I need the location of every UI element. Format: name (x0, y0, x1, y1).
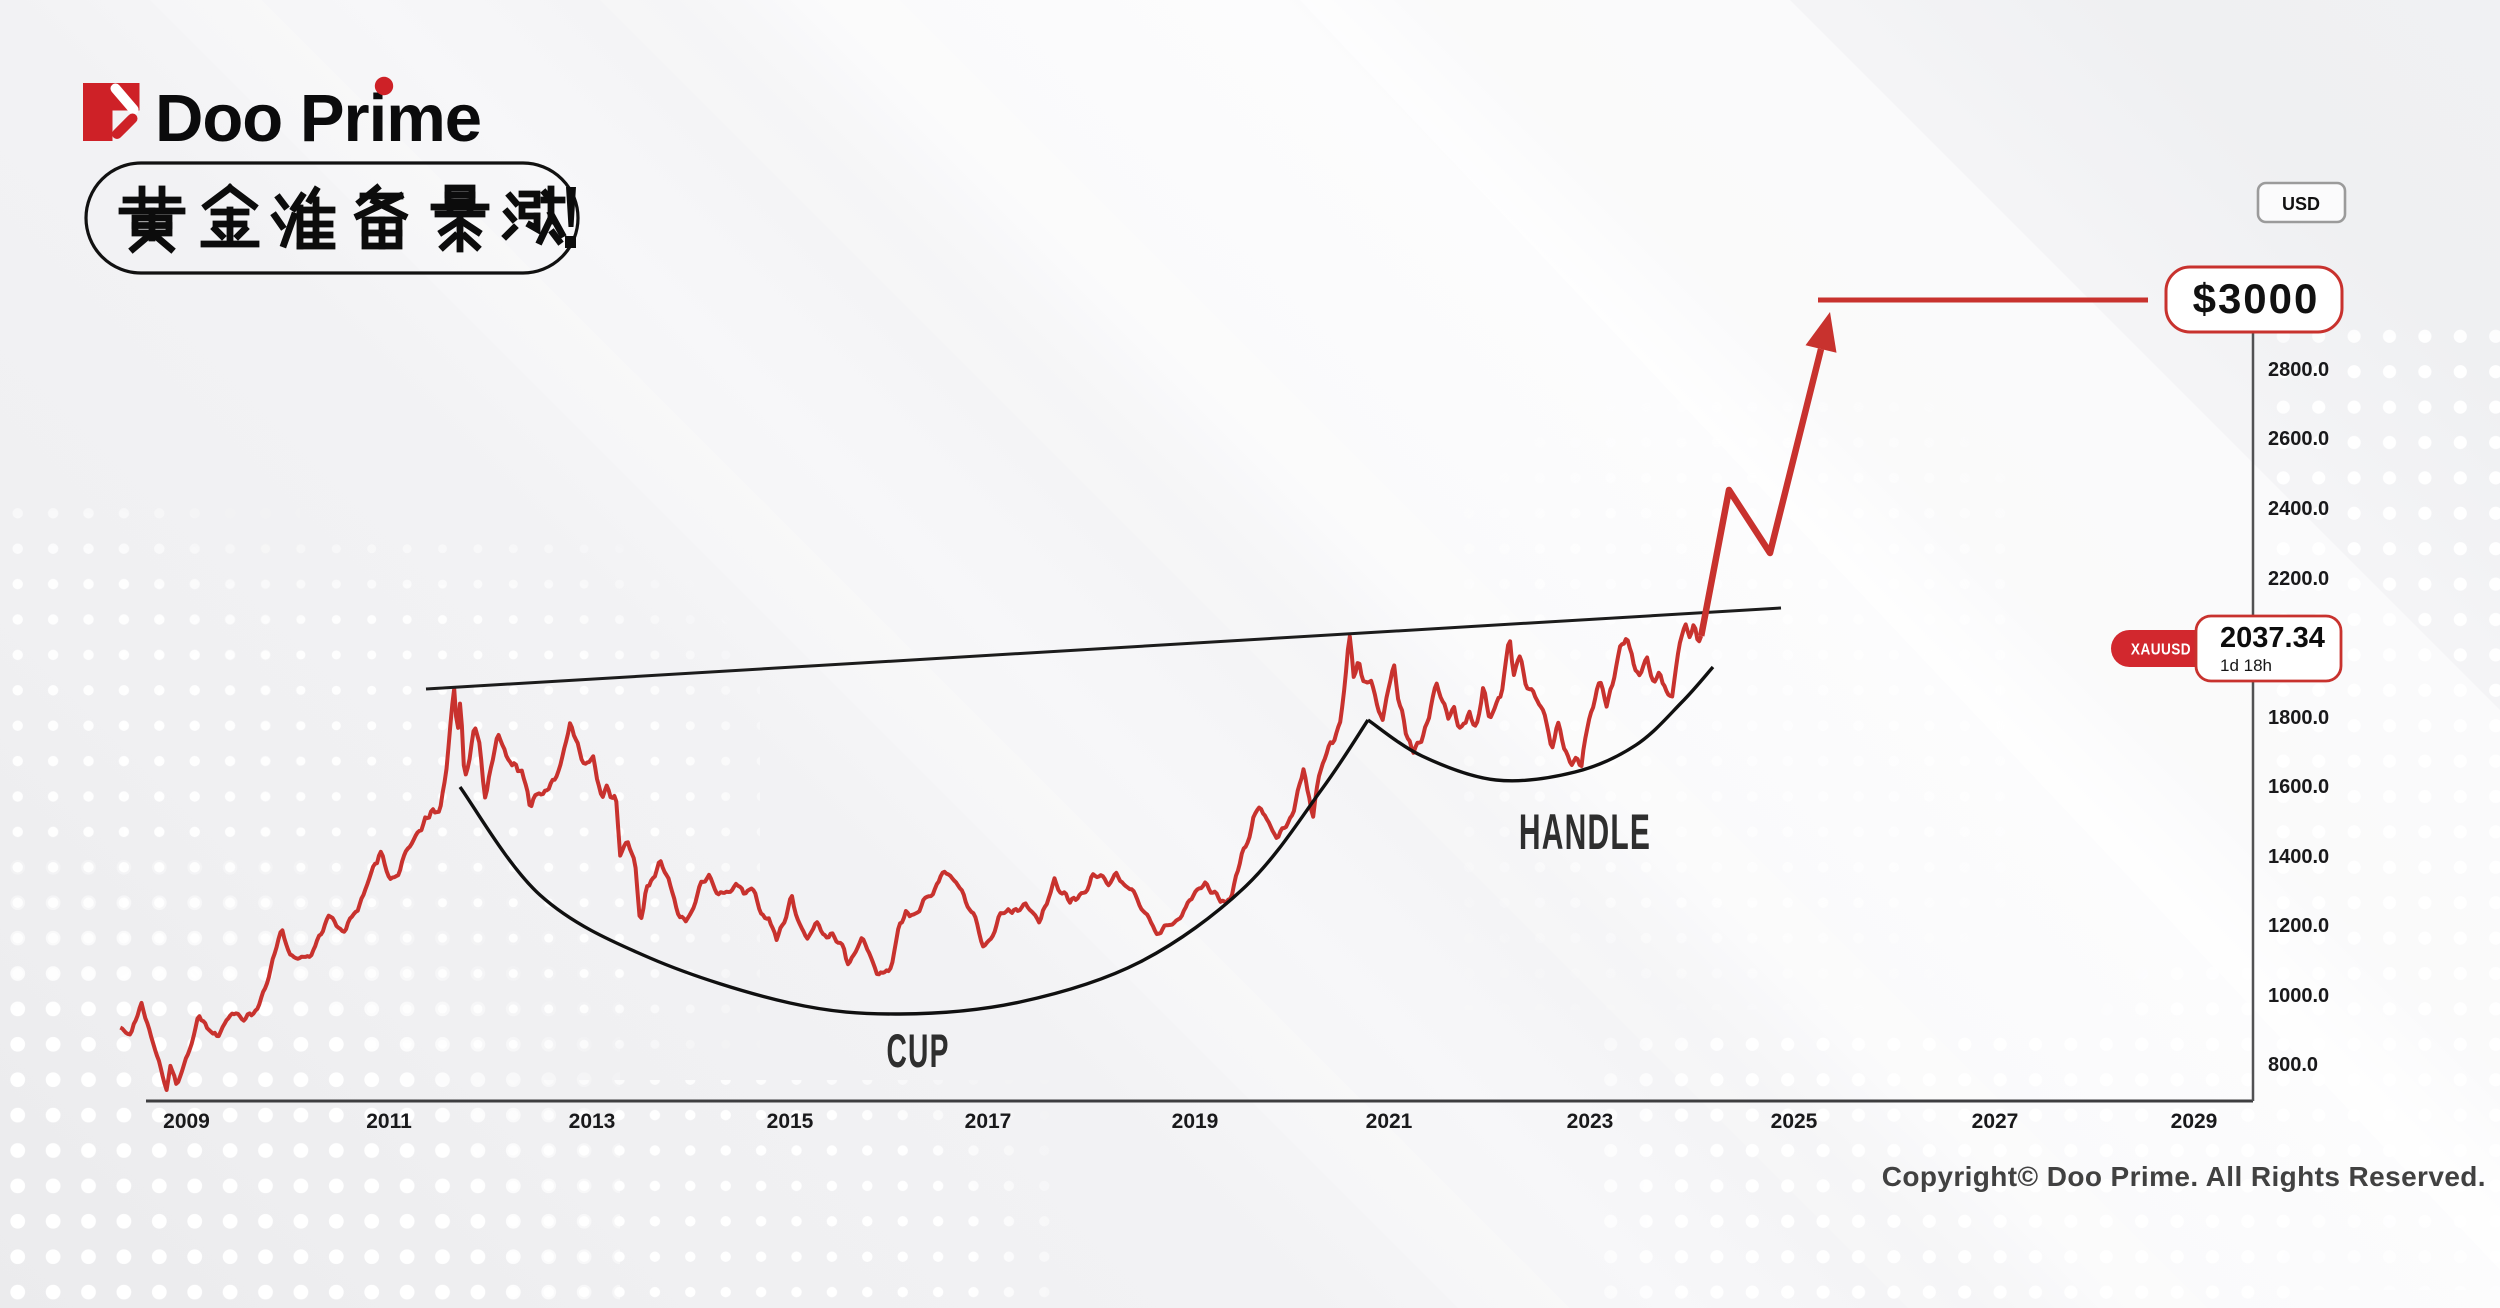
svg-text:XAUUSD: XAUUSD (2131, 642, 2191, 659)
svg-text:2027: 2027 (1972, 1110, 2019, 1133)
svg-text:$3000: $3000 (2193, 275, 2320, 322)
svg-text:2019: 2019 (1172, 1110, 1219, 1133)
svg-text:800.0: 800.0 (2268, 1054, 2318, 1076)
svg-text:1200.0: 1200.0 (2268, 915, 2329, 937)
svg-text:1600.0: 1600.0 (2268, 776, 2329, 798)
svg-text:2023: 2023 (1567, 1110, 1614, 1133)
svg-text:2021: 2021 (1366, 1110, 1413, 1133)
svg-text:2600.0: 2600.0 (2268, 428, 2329, 450)
svg-text:2037.34: 2037.34 (2220, 622, 2325, 654)
svg-text:Doo Prime: Doo Prime (155, 81, 481, 156)
svg-text:2400.0: 2400.0 (2268, 498, 2329, 520)
svg-text:2029: 2029 (2171, 1110, 2218, 1133)
svg-text:2017: 2017 (965, 1110, 1012, 1133)
svg-text:2200.0: 2200.0 (2268, 568, 2329, 590)
svg-text:USD: USD (2282, 194, 2320, 214)
svg-text:2009: 2009 (163, 1110, 210, 1133)
svg-text:CUP: CUP (886, 1026, 949, 1078)
svg-text:2015: 2015 (767, 1110, 814, 1133)
svg-text:1800.0: 1800.0 (2268, 707, 2329, 729)
svg-text:Copyright© Doo Prime. All Righ: Copyright© Doo Prime. All Rights Reserve… (1882, 1161, 2486, 1192)
svg-text:1400.0: 1400.0 (2268, 846, 2329, 868)
svg-text:2025: 2025 (1771, 1110, 1818, 1133)
svg-text:HANDLE: HANDLE (1519, 804, 1651, 860)
svg-text:1d 18h: 1d 18h (2220, 656, 2272, 675)
svg-text:2800.0: 2800.0 (2268, 359, 2329, 381)
svg-text:1000.0: 1000.0 (2268, 985, 2329, 1007)
svg-text:2011: 2011 (366, 1110, 412, 1133)
svg-text:2013: 2013 (569, 1110, 616, 1133)
